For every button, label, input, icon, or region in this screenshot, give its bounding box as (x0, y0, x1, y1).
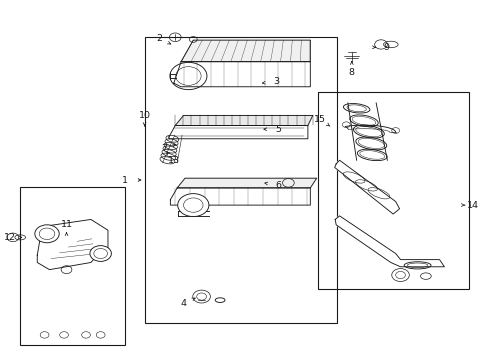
Polygon shape (37, 220, 108, 270)
Circle shape (35, 225, 59, 243)
Circle shape (177, 194, 208, 217)
Text: 7: 7 (161, 144, 167, 153)
Text: 11: 11 (61, 220, 72, 229)
Text: 12: 12 (3, 233, 16, 242)
Text: 14: 14 (466, 201, 478, 210)
Circle shape (391, 269, 408, 282)
Text: 2: 2 (156, 34, 162, 43)
Polygon shape (168, 126, 307, 139)
Text: 13: 13 (167, 156, 180, 165)
Bar (317, 92, 468, 289)
Text: 8: 8 (348, 68, 354, 77)
Text: 3: 3 (273, 77, 279, 86)
Text: 5: 5 (275, 125, 281, 134)
Text: 4: 4 (180, 299, 186, 308)
Text: 15: 15 (313, 114, 325, 123)
Text: 6: 6 (275, 181, 281, 190)
Polygon shape (334, 160, 399, 214)
Text: 1: 1 (122, 176, 128, 185)
Polygon shape (173, 62, 310, 87)
Bar (144, 37, 336, 323)
Polygon shape (170, 188, 310, 205)
Circle shape (90, 246, 111, 261)
Polygon shape (177, 178, 316, 188)
Polygon shape (181, 40, 310, 62)
Text: 9: 9 (382, 43, 388, 52)
Polygon shape (175, 116, 312, 126)
Polygon shape (334, 216, 444, 267)
Text: 10: 10 (138, 111, 150, 120)
Bar (20, 187, 125, 345)
